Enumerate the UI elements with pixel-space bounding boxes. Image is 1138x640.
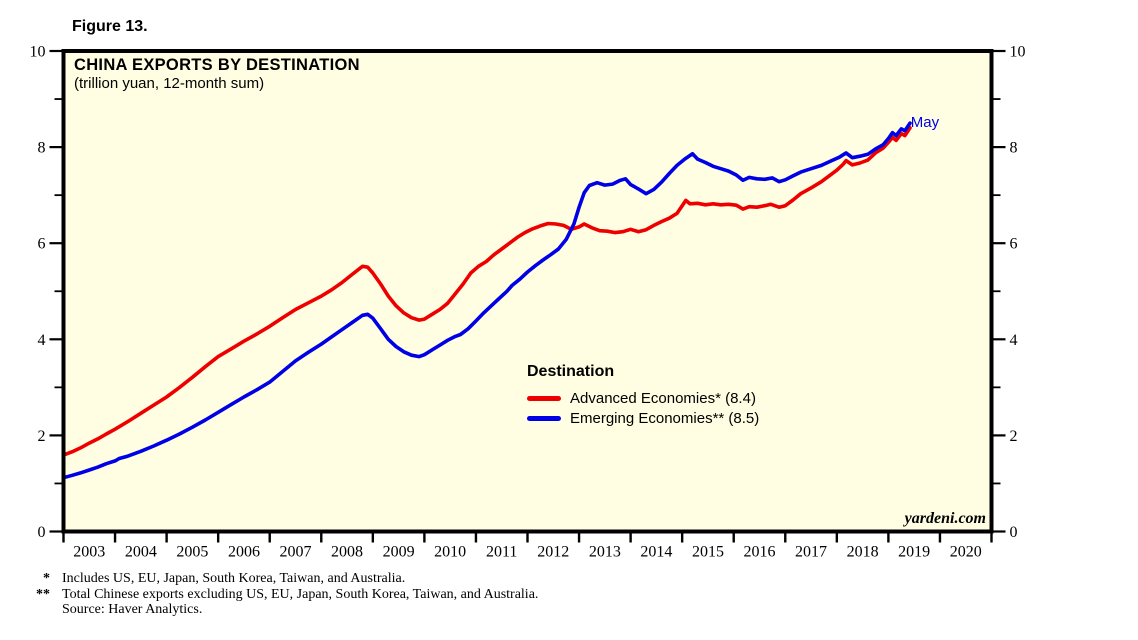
x-axis-tick-label: 2017 — [795, 544, 827, 561]
footnote-text: Total Chinese exports excluding US, EU, … — [62, 586, 539, 602]
watermark: yardeni.com — [904, 510, 986, 527]
y-axis-tick-label-left: 4 — [38, 332, 46, 349]
x-axis-tick-label: 2006 — [228, 544, 260, 561]
x-axis-tick-label: 2005 — [176, 544, 208, 561]
x-axis-tick-label: 2014 — [640, 544, 672, 561]
footnotes: * Includes US, EU, Japan, South Korea, T… — [14, 571, 538, 618]
x-axis-tick-label: 2003 — [73, 544, 105, 561]
chart-title: CHINA EXPORTS BY DESTINATION — [74, 56, 360, 74]
y-axis-tick-label-left: 0 — [38, 524, 46, 541]
y-axis: 0 0 2 2 4 4 6 6 8 8 10 10 — [30, 44, 1026, 542]
advanced-line-swatch — [527, 395, 561, 401]
footnote-advanced: * Includes US, EU, Japan, South Korea, T… — [14, 571, 538, 587]
legend-item-emerging: Emerging Economies** (8.5) — [527, 408, 759, 428]
x-axis-tick-label: 2018 — [847, 544, 879, 561]
emerging-line-swatch — [527, 415, 561, 421]
legend-label-emerging: Emerging Economies** (8.5) — [570, 409, 760, 427]
x-axis-tick-label: 2019 — [898, 544, 930, 561]
x-axis-tick-label: 2010 — [434, 544, 466, 561]
y-axis-tick-label-right: 0 — [1010, 524, 1018, 541]
x-axis-tick-label: 2008 — [331, 544, 363, 561]
advanced-economies-line — [61, 126, 912, 457]
y-axis-tick-label-right: 2 — [1010, 428, 1018, 445]
x-axis-tick-label: 2013 — [589, 544, 621, 561]
y-axis-tick-label-left: 8 — [38, 140, 46, 157]
plot-area — [63, 51, 992, 532]
footnote-emerging: ** Total Chinese exports excluding US, E… — [14, 587, 538, 603]
x-axis-tick-label: 2020 — [950, 544, 982, 561]
chart-subtitle: (trillion yuan, 12-month sum) — [74, 75, 265, 92]
emerging-economies-line — [61, 121, 912, 480]
x-axis-tick-label: 2015 — [692, 544, 724, 561]
x-axis-tick-label: 2007 — [280, 544, 312, 561]
legend-item-advanced: Advanced Economies* (8.4) — [527, 388, 759, 408]
footnote-text: Includes US, EU, Japan, South Korea, Tai… — [62, 571, 406, 586]
x-axis-tick-label: 2012 — [537, 544, 569, 561]
plot-border — [61, 49, 994, 534]
footnote-text: Source: Haver Analytics. — [62, 602, 203, 617]
legend: Destination Advanced Economies* (8.4) Em… — [527, 363, 759, 428]
latest-month-label: May — [910, 114, 940, 132]
x-axis-tick-label: 2016 — [744, 544, 776, 561]
y-axis-tick-label-left: 6 — [38, 236, 46, 253]
footnote-source: Source: Haver Analytics. — [14, 602, 538, 618]
footnote-marker — [14, 602, 62, 618]
figure-label: Figure 13. — [72, 18, 148, 35]
legend-title: Destination — [527, 363, 615, 380]
y-axis-tick-label-right: 8 — [1010, 140, 1018, 157]
x-axis-tick-label: 2004 — [125, 544, 157, 561]
footnote-marker: ** — [36, 586, 50, 602]
x-axis-tick-label: 2009 — [383, 544, 415, 561]
y-axis-tick-label-left: 10 — [30, 44, 46, 61]
x-axis: 2003 2004 2005 2006 2007 2008 2009 2010 2011 2012… — [62, 533, 993, 561]
y-axis-tick-label-right: 4 — [1010, 332, 1018, 349]
y-axis-tick-label-right: 10 — [1010, 44, 1026, 61]
footnote-marker: * — [43, 571, 50, 586]
y-axis-tick-label-left: 2 — [38, 428, 46, 445]
y-axis-tick-label-right: 6 — [1010, 236, 1018, 253]
legend-label-advanced: Advanced Economies* (8.4) — [570, 389, 756, 407]
x-axis-tick-label: 2011 — [486, 544, 517, 561]
